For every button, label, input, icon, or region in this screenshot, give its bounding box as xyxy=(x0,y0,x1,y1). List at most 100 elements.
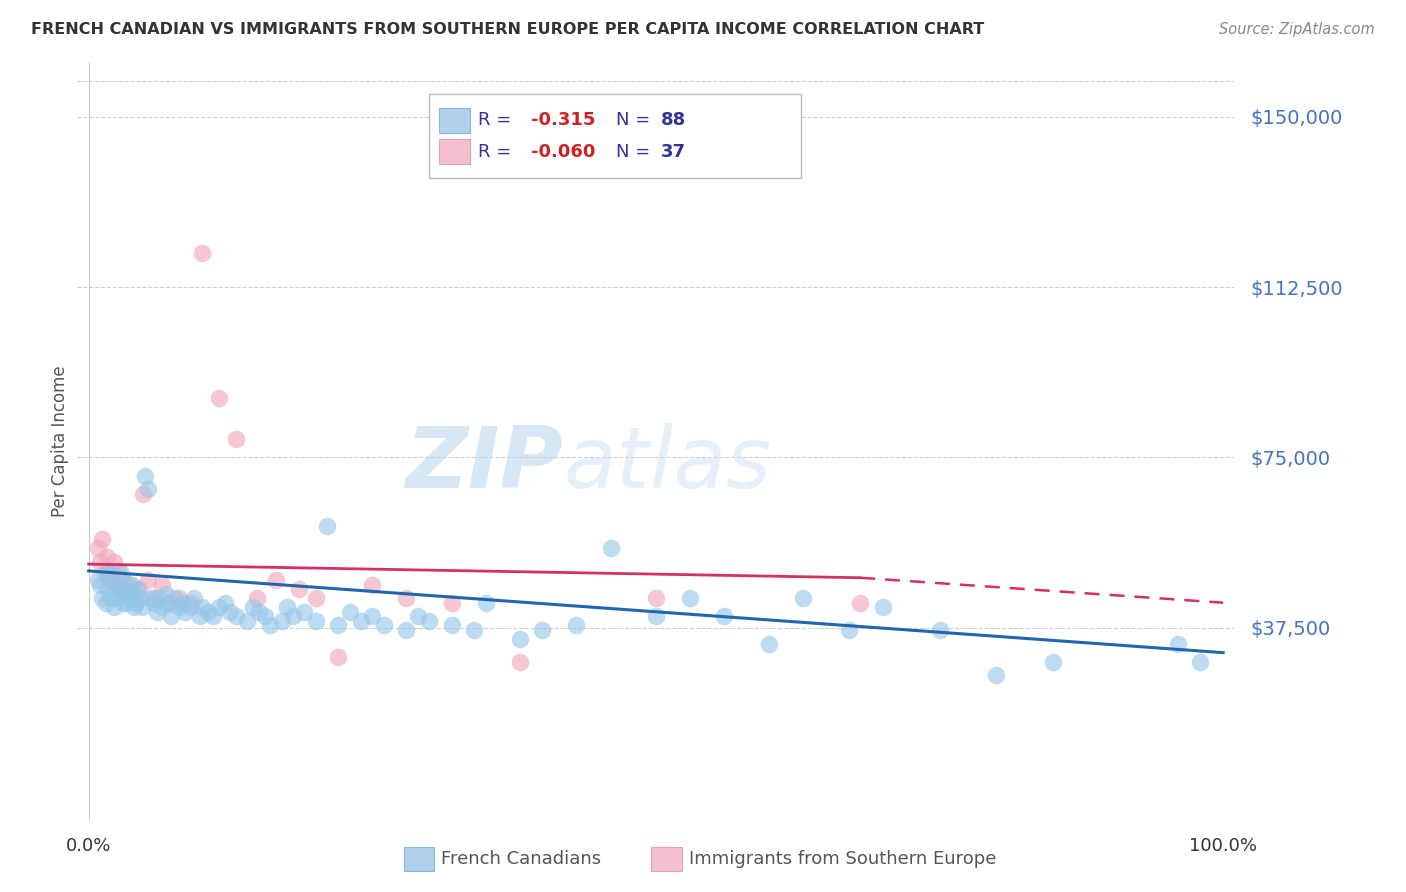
Point xyxy=(259,618,281,632)
Point xyxy=(148,591,170,606)
Point xyxy=(245,591,267,606)
Point xyxy=(287,582,309,596)
Point xyxy=(395,591,418,606)
Point xyxy=(136,482,159,496)
Text: R =: R = xyxy=(478,143,517,161)
Point xyxy=(236,614,259,628)
Point xyxy=(87,573,110,587)
Point xyxy=(157,596,180,610)
Point xyxy=(89,577,111,591)
Text: -0.315: -0.315 xyxy=(531,112,596,129)
Point xyxy=(122,587,145,601)
Point xyxy=(565,618,588,632)
Point xyxy=(163,591,186,606)
Point xyxy=(214,596,236,610)
Point xyxy=(98,568,121,582)
Y-axis label: Per Capita Income: Per Capita Income xyxy=(51,366,69,517)
Point xyxy=(152,600,174,615)
Point xyxy=(463,623,485,637)
Point xyxy=(276,600,298,615)
Text: Immigrants from Southern Europe: Immigrants from Southern Europe xyxy=(689,850,997,868)
Point xyxy=(122,591,145,606)
Point xyxy=(188,609,211,624)
Point xyxy=(373,618,395,632)
Point xyxy=(339,605,361,619)
Point xyxy=(180,600,202,615)
Point xyxy=(679,591,702,606)
Point xyxy=(713,609,735,624)
Text: -0.060: -0.060 xyxy=(531,143,596,161)
Point xyxy=(136,573,159,587)
Point xyxy=(928,623,950,637)
Point xyxy=(111,573,134,587)
Point xyxy=(872,600,894,615)
Point xyxy=(183,591,205,606)
Point xyxy=(152,577,174,591)
Point xyxy=(418,614,440,628)
Point xyxy=(1042,655,1064,669)
Text: N =: N = xyxy=(616,143,655,161)
Point xyxy=(110,582,132,596)
Point xyxy=(361,609,384,624)
Point xyxy=(103,577,125,591)
Point xyxy=(89,555,111,569)
Text: French Canadians: French Canadians xyxy=(441,850,602,868)
Point xyxy=(100,573,122,587)
Text: N =: N = xyxy=(616,112,655,129)
Point xyxy=(91,591,114,606)
Point xyxy=(128,591,150,606)
Point xyxy=(225,609,247,624)
Text: ZIP: ZIP xyxy=(406,423,564,506)
Point xyxy=(509,632,531,646)
Point xyxy=(122,600,145,615)
Point xyxy=(219,605,242,619)
Point xyxy=(143,591,166,606)
Point xyxy=(115,587,138,601)
Point xyxy=(107,564,129,578)
Point xyxy=(118,577,141,591)
Text: 88: 88 xyxy=(661,112,686,129)
Point xyxy=(105,582,128,596)
Point xyxy=(304,614,326,628)
Point xyxy=(191,600,214,615)
Point xyxy=(644,609,668,624)
Point xyxy=(281,609,304,624)
Point xyxy=(107,591,129,606)
Point xyxy=(114,587,136,601)
Point xyxy=(253,609,276,624)
Point xyxy=(849,596,872,610)
Point xyxy=(644,591,668,606)
Point xyxy=(361,577,384,591)
Point xyxy=(1167,636,1189,650)
Text: R =: R = xyxy=(478,112,517,129)
Point xyxy=(758,636,780,650)
Point xyxy=(247,605,270,619)
Point xyxy=(509,655,531,669)
Point xyxy=(110,564,132,578)
Point xyxy=(599,541,621,556)
Point xyxy=(128,582,150,596)
Point xyxy=(97,582,120,596)
Point xyxy=(242,600,264,615)
Point xyxy=(159,596,181,610)
Point xyxy=(100,591,122,606)
Point xyxy=(94,564,117,578)
Point xyxy=(169,600,191,615)
Point xyxy=(125,596,148,610)
Point xyxy=(98,564,121,578)
Point xyxy=(225,432,247,446)
Point xyxy=(117,582,139,596)
Point xyxy=(143,596,166,610)
Point xyxy=(174,605,197,619)
Point xyxy=(838,623,860,637)
Point xyxy=(134,468,156,483)
Point xyxy=(132,487,155,501)
Point xyxy=(87,541,110,556)
Point xyxy=(111,573,134,587)
Point xyxy=(94,596,117,610)
Point xyxy=(350,614,373,628)
Point xyxy=(440,596,463,610)
Text: Source: ZipAtlas.com: Source: ZipAtlas.com xyxy=(1219,22,1375,37)
Point xyxy=(169,591,191,606)
Point xyxy=(264,573,287,587)
